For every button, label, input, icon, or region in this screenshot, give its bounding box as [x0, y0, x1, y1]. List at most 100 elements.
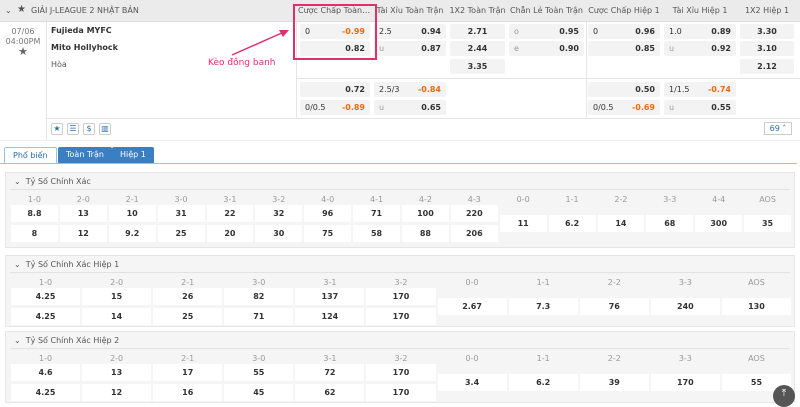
score-odds[interactable]: 12 — [82, 384, 152, 401]
odds-cell[interactable]: 2.5/3 -0.84 — [374, 82, 446, 97]
score-odds[interactable]: 2.67 — [437, 298, 507, 315]
score-odds[interactable]: 220 — [450, 205, 498, 222]
odds-cell[interactable]: u 0.92 — [664, 41, 736, 56]
score-odds[interactable]: 96 — [304, 205, 352, 222]
tab-pho-bien[interactable]: Phổ biến — [4, 147, 57, 163]
score-odds[interactable]: 39 — [579, 374, 649, 391]
list-icon[interactable]: ☰ — [67, 123, 79, 135]
score-odds[interactable]: 55 — [721, 374, 791, 391]
odds-cell[interactable]: u 0.65 — [374, 100, 446, 115]
score-odds[interactable]: 45 — [224, 384, 294, 401]
odds-cell[interactable]: 2.44 — [450, 41, 505, 56]
odds-cell[interactable]: 0.50 — [588, 82, 660, 97]
score-odds[interactable]: 124 — [295, 308, 365, 325]
score-odds[interactable]: 6.2 — [548, 215, 596, 232]
odds-cell[interactable]: 2.5 0.94 — [374, 24, 446, 39]
star-icon[interactable]: ★ — [17, 4, 26, 15]
score-odds[interactable]: 13 — [59, 205, 107, 222]
more-markets-button[interactable]: 69 ˄ — [764, 122, 792, 135]
tab-toan-tran[interactable]: Toàn Trận — [58, 147, 112, 163]
odds-cell[interactable]: u 0.55 — [664, 100, 736, 115]
score-odds[interactable]: 8 — [11, 225, 58, 242]
odds-cell[interactable]: e 0.90 — [509, 41, 584, 56]
score-odds[interactable]: 25 — [153, 308, 223, 325]
section-title[interactable]: ⌄ Tỷ Số Chính Xác Hiệp 2 — [14, 336, 120, 345]
stats-chart-icon[interactable]: ▥ — [99, 123, 111, 135]
dollar-icon[interactable]: $ — [83, 123, 95, 135]
score-odds[interactable]: 4.25 — [11, 308, 81, 325]
odds-cell[interactable]: 0.72 — [300, 82, 370, 97]
score-odds[interactable]: 31 — [157, 205, 205, 222]
odds-cell[interactable]: 0.85 — [588, 41, 660, 56]
score-odds[interactable]: 16 — [153, 384, 223, 401]
score-odds[interactable]: 11 — [499, 215, 547, 232]
score-odds[interactable]: 20 — [206, 225, 254, 242]
score-odds[interactable]: 71 — [224, 308, 294, 325]
score-odds[interactable]: 14 — [82, 308, 152, 325]
section-title[interactable]: ⌄ Tỷ Số Chính Xác Hiệp 1 — [14, 260, 120, 269]
odds-cell[interactable]: 1.0 0.89 — [664, 24, 736, 39]
score-odds[interactable]: 75 — [304, 225, 352, 242]
score-odds[interactable]: 170 — [650, 374, 720, 391]
odds-cell[interactable]: 0/0.5 -0.89 — [300, 100, 370, 115]
odds-cell[interactable]: o 0.95 — [509, 24, 584, 39]
score-odds[interactable]: 76 — [579, 298, 649, 315]
odds-cell[interactable]: 0 0.96 — [588, 24, 660, 39]
score-odds[interactable]: 137 — [295, 288, 365, 305]
score-odds[interactable]: 62 — [295, 384, 365, 401]
score-odds[interactable]: 82 — [224, 288, 294, 305]
score-odds[interactable]: 170 — [366, 384, 436, 401]
score-odds[interactable]: 17 — [153, 364, 223, 381]
score-odds[interactable]: 4.25 — [11, 288, 81, 305]
score-odds[interactable]: 300 — [695, 215, 743, 232]
score-odds[interactable]: 13 — [82, 364, 152, 381]
score-odds[interactable]: 240 — [650, 298, 720, 315]
score-odds[interactable]: 55 — [224, 364, 294, 381]
tab-hiep-1[interactable]: Hiệp 1 — [112, 147, 154, 163]
score-odds[interactable]: 6.2 — [508, 374, 578, 391]
score-odds[interactable]: 22 — [206, 205, 254, 222]
score-odds[interactable]: 130 — [721, 298, 791, 315]
score-odds[interactable]: 12 — [59, 225, 107, 242]
score-odds[interactable]: 26 — [153, 288, 223, 305]
favorite-star-icon[interactable]: ★ — [51, 123, 63, 135]
score-odds[interactable]: 4.6 — [11, 364, 81, 381]
odds-cell[interactable]: 1/1.5 -0.74 — [664, 82, 736, 97]
score-odds[interactable]: 170 — [366, 308, 436, 325]
score-odds[interactable]: 25 — [157, 225, 205, 242]
score-odds[interactable]: 30 — [255, 225, 303, 242]
odds-cell[interactable]: u 0.87 — [374, 41, 446, 56]
score-odds[interactable]: 100 — [402, 205, 449, 222]
odds-cell[interactable]: 3.35 — [450, 59, 505, 74]
score-odds[interactable]: 88 — [402, 225, 449, 242]
score-odds[interactable]: 170 — [366, 288, 436, 305]
chevron-down-icon[interactable]: ⌄ — [5, 6, 12, 15]
odds-cell[interactable]: 3.10 — [740, 41, 794, 56]
odds-cell[interactable]: 3.30 — [740, 24, 794, 39]
odds-cell[interactable]: 0/0.5 -0.69 — [588, 100, 660, 115]
odds-cell[interactable]: 2.71 — [450, 24, 505, 39]
score-odds[interactable]: 68 — [646, 215, 694, 232]
score-odds[interactable]: 15 — [82, 288, 152, 305]
score-odds[interactable]: 58 — [353, 225, 400, 242]
odds-cell[interactable]: 0 -0.99 — [300, 24, 370, 39]
odds-cell[interactable]: 0.82 — [300, 41, 370, 56]
score-odds[interactable]: 8.8 — [11, 205, 58, 222]
favorite-star-icon[interactable]: ★ — [18, 45, 28, 58]
score-odds[interactable]: 4.25 — [11, 384, 81, 401]
score-odds[interactable]: 10 — [108, 205, 156, 222]
scroll-top-button[interactable]: ⤒ — [773, 385, 795, 407]
score-odds[interactable]: 35 — [744, 215, 791, 232]
score-odds[interactable]: 206 — [450, 225, 498, 242]
score-odds[interactable]: 71 — [353, 205, 400, 222]
score-odds[interactable]: 72 — [295, 364, 365, 381]
odds-cell[interactable]: 2.12 — [740, 59, 794, 74]
score-odds[interactable]: 7.3 — [508, 298, 578, 315]
section-title[interactable]: ⌄ Tỷ Số Chính Xác — [14, 177, 91, 186]
score-odds[interactable]: 3.4 — [437, 374, 507, 391]
league-header[interactable]: ⌄ ★ GIẢI J-LEAGUE 2 NHẬT BẢN Cược Chấp T… — [0, 0, 800, 22]
score-odds[interactable]: 14 — [597, 215, 645, 232]
score-odds[interactable]: 32 — [255, 205, 303, 222]
score-odds[interactable]: 170 — [366, 364, 436, 381]
score-odds[interactable]: 9.2 — [108, 225, 156, 242]
